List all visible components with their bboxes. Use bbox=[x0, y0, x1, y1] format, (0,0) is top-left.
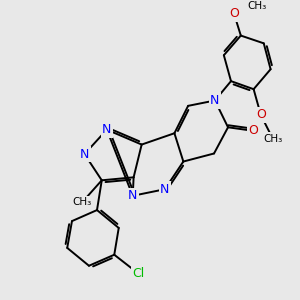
Text: CH₃: CH₃ bbox=[73, 197, 92, 207]
Text: N: N bbox=[160, 183, 170, 196]
Text: Cl: Cl bbox=[133, 267, 145, 280]
Text: O: O bbox=[249, 124, 259, 137]
Text: O: O bbox=[256, 108, 266, 121]
Text: CH₃: CH₃ bbox=[248, 1, 267, 11]
Text: N: N bbox=[128, 189, 137, 202]
Text: N: N bbox=[80, 148, 89, 160]
Text: N: N bbox=[102, 123, 112, 136]
Text: O: O bbox=[229, 7, 239, 20]
Text: N: N bbox=[210, 94, 220, 107]
Text: CH₃: CH₃ bbox=[263, 134, 282, 144]
